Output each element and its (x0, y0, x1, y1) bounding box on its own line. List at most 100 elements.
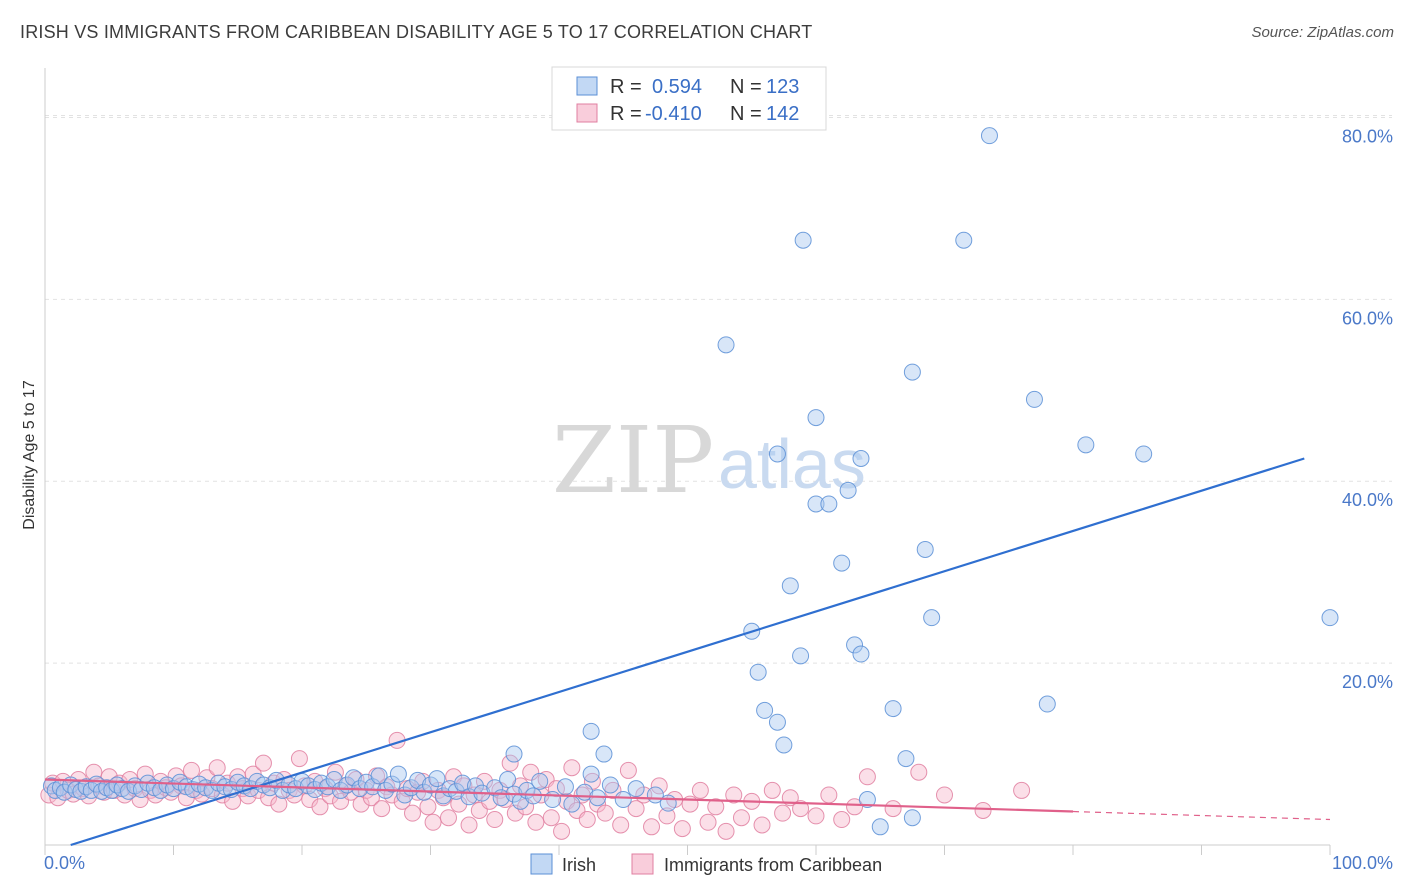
caribbean-point-28 (182, 761, 200, 779)
irish-point-56 (383, 775, 401, 793)
caribbean-point-74 (419, 798, 437, 816)
irish-point-28 (203, 781, 221, 799)
axis-layer: 20.0% 40.0% 60.0% 80.0% 0.0% 100.0% (44, 68, 1393, 873)
caribbean-point-75 (424, 813, 442, 831)
caribbean-point-42 (254, 754, 272, 772)
caribbean-point-56 (326, 763, 344, 781)
irish-point-80 (556, 778, 574, 796)
caribbean-point-127 (753, 816, 771, 834)
irish-point-89 (659, 794, 677, 812)
caribbean-point-129 (774, 804, 792, 822)
irish-point-115 (768, 445, 786, 463)
caribbean-point-53 (311, 798, 329, 816)
legend-carib-r-value: -0.410 (645, 103, 702, 125)
irish-point-95 (768, 713, 786, 731)
irish-point-92 (595, 745, 613, 763)
irish-trend-line (70, 457, 1305, 847)
y-tick-label-0: 20.0% (1342, 672, 1393, 692)
irish-point-119 (955, 231, 973, 249)
irish-point-105 (884, 700, 902, 718)
irish-point-109 (923, 609, 941, 627)
caribbean-point-134 (833, 811, 851, 829)
caribbean-point-71 (404, 804, 422, 822)
legend-carib-n-label: N = (730, 103, 762, 125)
irish-point-113 (852, 450, 870, 467)
caribbean-point-125 (732, 809, 750, 827)
caribbean-point-98 (542, 809, 560, 827)
caribbean-point-95 (527, 813, 545, 831)
irish-point-103 (858, 791, 876, 809)
bottom-legend: Irish Immigrants from Caribbean (530, 853, 882, 875)
caribbean-point-105 (578, 811, 596, 829)
irish-point-98 (792, 647, 810, 665)
irish-point-79 (544, 791, 562, 809)
irish-point-118 (903, 363, 921, 381)
irish-point-97 (781, 577, 799, 595)
legend-swatch-irish (576, 76, 598, 96)
x-tick-label-0: 0.0% (44, 853, 85, 873)
caribbean-point-141 (1013, 781, 1031, 799)
caribbean-point-123 (717, 822, 735, 840)
caribbean-point-110 (612, 816, 630, 834)
caribbean-point-49 (290, 750, 308, 768)
top-legend: R = 0.594 N = 123 R = -0.410 N = 142 (551, 66, 827, 131)
irish-point-108 (916, 540, 934, 558)
irish-point-114 (807, 409, 825, 427)
irish-point-44 (306, 781, 324, 799)
trend-lines (44, 457, 1331, 847)
irish-point-86 (614, 791, 632, 809)
watermark: ZIP atlas (552, 407, 866, 514)
irish-point-71 (486, 779, 504, 797)
x-tick-label-1: 100.0% (1332, 853, 1393, 873)
irish-point-85 (601, 776, 619, 794)
irish-point-96 (775, 736, 793, 754)
legend-box (551, 66, 827, 131)
caribbean-point-122 (707, 798, 725, 816)
irish-point-122 (1077, 436, 1095, 454)
bottom-legend-swatch-caribbean (631, 853, 654, 875)
caribbean-point-102 (563, 759, 581, 777)
irish-point-78 (531, 772, 549, 790)
caribbean-point-115 (650, 777, 668, 795)
caribbean-point-82 (460, 816, 478, 834)
caribbean-point-136 (858, 768, 876, 786)
caribbean-point-112 (627, 800, 645, 818)
caribbean-trend-line (44, 778, 1074, 813)
caribbean-point-139 (936, 786, 953, 804)
irish-point-87 (627, 780, 645, 798)
irish-point-104 (871, 818, 889, 836)
caribbean-point-118 (673, 820, 691, 838)
legend-irish-r-label: R = (610, 76, 642, 98)
y-axis-label: Disability Age 5 to 17 (21, 380, 38, 530)
caribbean-point-135 (846, 798, 864, 816)
watermark-atlas-text: atlas (718, 425, 866, 503)
caribbean-point-33 (208, 759, 226, 777)
irish-point-107 (903, 809, 921, 827)
irish-point-102 (852, 645, 870, 663)
caribbean-point-87 (486, 811, 504, 829)
caribbean-point-100 (553, 822, 571, 840)
irish-point-54 (370, 767, 388, 785)
irish-point-120 (980, 127, 998, 145)
bottom-legend-irish: Irish (562, 855, 596, 875)
legend-irish-n-label: N = (730, 76, 762, 98)
irish-point-123 (1135, 445, 1153, 463)
irish-point-125 (1038, 695, 1056, 713)
irish-point-90 (505, 745, 523, 763)
irish-point-50 (344, 769, 362, 787)
caribbean-point-138 (910, 763, 928, 781)
irish-points (42, 127, 1339, 836)
irish-point-46 (319, 778, 337, 796)
irish-point-11 (98, 779, 116, 797)
caribbean-point-137 (884, 800, 902, 818)
grid-layer (45, 114, 1392, 664)
caribbean-point-78 (439, 809, 457, 827)
irish-point-94 (756, 701, 774, 719)
caribbean-point-128 (763, 781, 781, 799)
caribbean-point-133 (820, 786, 838, 804)
bottom-legend-swatch-irish (530, 853, 553, 875)
irish-point-106 (897, 750, 915, 768)
legend-carib-n-value: 142 (766, 103, 799, 125)
y-tick-label-2: 60.0% (1342, 308, 1393, 328)
caribbean-point-90 (501, 754, 519, 772)
